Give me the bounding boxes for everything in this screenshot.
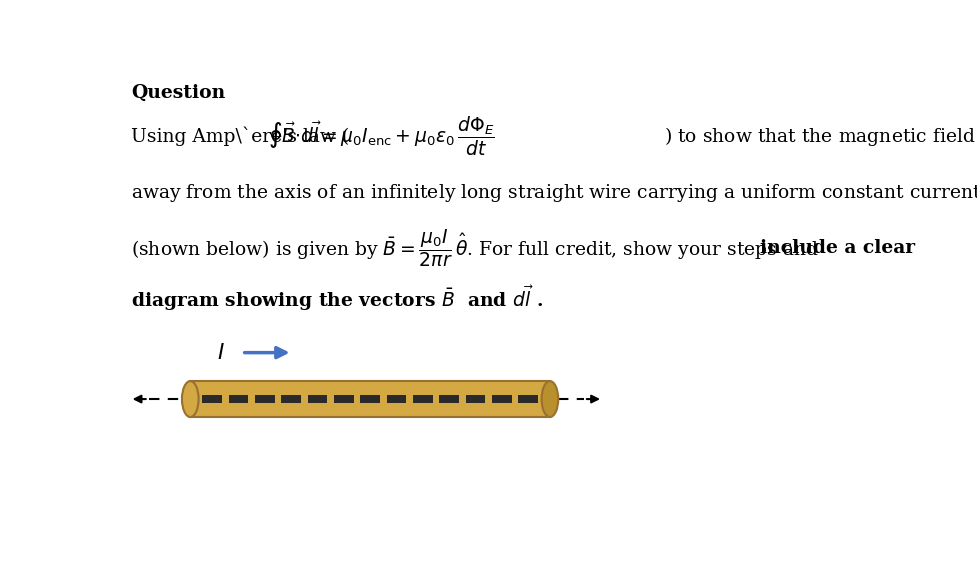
Bar (229, 395, 248, 403)
Text: Question: Question (131, 84, 226, 102)
Bar (440, 395, 459, 403)
Bar (281, 395, 301, 403)
Bar (491, 395, 512, 403)
Text: $I$: $I$ (217, 341, 225, 364)
Text: (shown below) is given by $\bar{B} = \dfrac{\mu_0 I}{2\pi r}\,\hat{\theta}$. For: (shown below) is given by $\bar{B} = \df… (131, 227, 820, 269)
Ellipse shape (182, 381, 198, 417)
Bar (255, 395, 275, 403)
Bar (465, 395, 486, 403)
Text: away from the axis of an infinitely long straight wire carrying a uniform consta: away from the axis of an infinitely long… (131, 182, 977, 204)
Text: $\oint \vec{B}{\cdot}d\vec{l} = \mu_0 I_{\rm enc} + \mu_0\varepsilon_0\,\dfrac{d: $\oint \vec{B}{\cdot}d\vec{l} = \mu_0 I_… (269, 114, 495, 158)
Text: diagram showing the vectors $\bar{B}$  and $d\vec{l}$ .: diagram showing the vectors $\bar{B}$ an… (131, 284, 543, 313)
Text: ) to show that the magnetic field a distance $r$: ) to show that the magnetic field a dist… (663, 125, 977, 148)
Bar (361, 395, 380, 403)
Bar (387, 395, 406, 403)
Text: Using Amp\`ere's law (: Using Amp\`ere's law ( (131, 126, 350, 146)
Text: include a clear: include a clear (760, 239, 915, 257)
Ellipse shape (541, 381, 558, 417)
Bar (202, 395, 222, 403)
Bar (413, 395, 433, 403)
Bar (191, 381, 550, 417)
Bar (518, 395, 537, 403)
Bar (308, 395, 327, 403)
Bar (334, 395, 354, 403)
